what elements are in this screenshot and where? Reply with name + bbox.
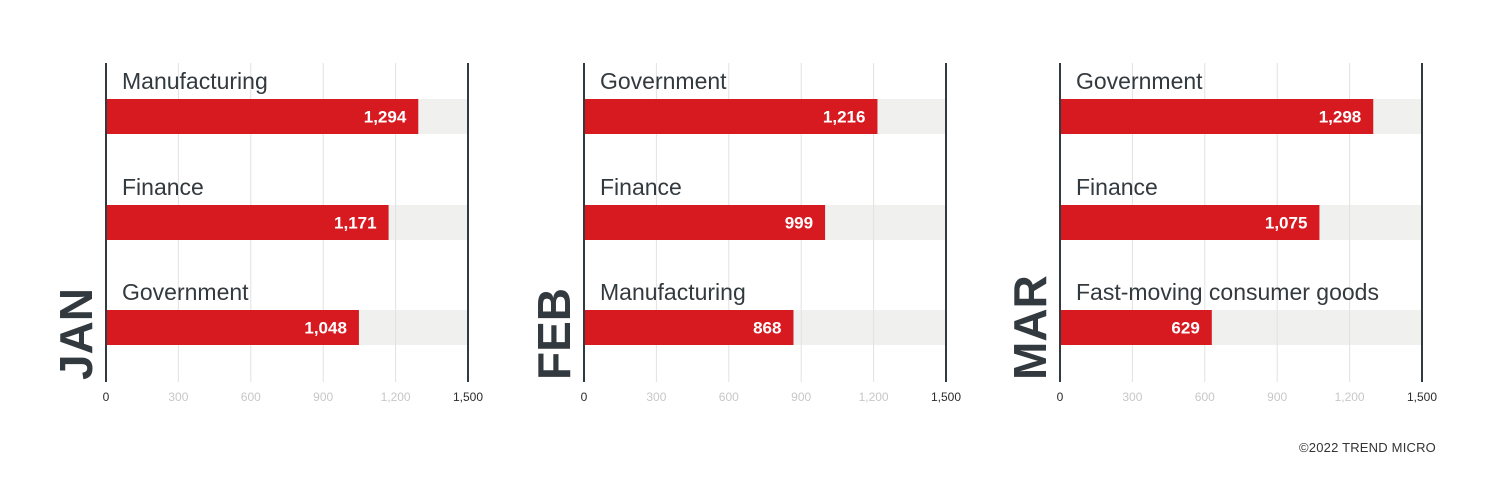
- value-label: 1,216: [823, 108, 866, 127]
- chart-panel-jan: Manufacturing Finance Government 1,294 1,171…: [50, 63, 483, 404]
- x-tick-label: 1,200: [381, 390, 411, 404]
- bar-mar-1: [1060, 99, 1374, 134]
- x-tick-label: 1,500: [931, 390, 961, 404]
- category-label: Fast-moving consumer goods: [1076, 279, 1379, 305]
- x-tick-label: 0: [581, 390, 588, 404]
- x-tick-label: 900: [313, 390, 333, 404]
- value-label: 1,298: [1319, 108, 1362, 127]
- x-tick-label: 300: [646, 390, 666, 404]
- x-tick-label: 900: [1267, 390, 1287, 404]
- month-label: MAR: [1004, 275, 1056, 380]
- bar-mar-2: [1060, 205, 1320, 240]
- category-label: Government: [600, 68, 727, 94]
- x-tick-label: 0: [1057, 390, 1064, 404]
- chart-panel-feb: Government Finance Manufacturing 1,216 999 86…: [528, 63, 961, 404]
- value-label: 629: [1171, 319, 1199, 338]
- x-tick-label: 1,500: [1407, 390, 1437, 404]
- category-label: Finance: [1076, 174, 1158, 200]
- bar-feb-1: [584, 99, 878, 134]
- x-tick-label: 1,200: [859, 390, 889, 404]
- category-label: Finance: [122, 174, 204, 200]
- x-tick-label: 1,500: [453, 390, 483, 404]
- value-label: 1,171: [334, 214, 377, 233]
- category-label: Government: [122, 279, 249, 305]
- category-label: Finance: [600, 174, 682, 200]
- value-label: 1,294: [364, 108, 407, 127]
- bar-mar-3: [1060, 310, 1212, 345]
- category-label: Government: [1076, 68, 1203, 94]
- month-label: JAN: [50, 288, 102, 380]
- x-tick-label: 600: [719, 390, 739, 404]
- bar-feb-2: [584, 205, 826, 240]
- bar-jan-2: [106, 205, 389, 240]
- bar-jan-1: [106, 99, 419, 134]
- x-tick-label: 600: [241, 390, 261, 404]
- x-tick-label: 300: [1122, 390, 1142, 404]
- x-tick-label: 0: [103, 390, 110, 404]
- value-label: 1,075: [1265, 214, 1308, 233]
- x-tick-label: 900: [791, 390, 811, 404]
- bar-jan-3: [106, 310, 359, 345]
- chart-panel-mar: Government Finance Fast-moving consumer go…: [1004, 63, 1437, 404]
- copyright-text: ©2022 TREND MICRO: [1299, 440, 1436, 455]
- value-label: 868: [753, 319, 781, 338]
- x-tick-label: 600: [1195, 390, 1215, 404]
- value-label: 999: [785, 214, 813, 233]
- bar-feb-3: [584, 310, 794, 345]
- x-tick-label: 1,200: [1335, 390, 1365, 404]
- category-label: Manufacturing: [122, 68, 268, 94]
- month-label: FEB: [528, 288, 580, 380]
- x-tick-label: 300: [168, 390, 188, 404]
- value-label: 1,048: [304, 319, 347, 338]
- category-label: Manufacturing: [600, 279, 746, 305]
